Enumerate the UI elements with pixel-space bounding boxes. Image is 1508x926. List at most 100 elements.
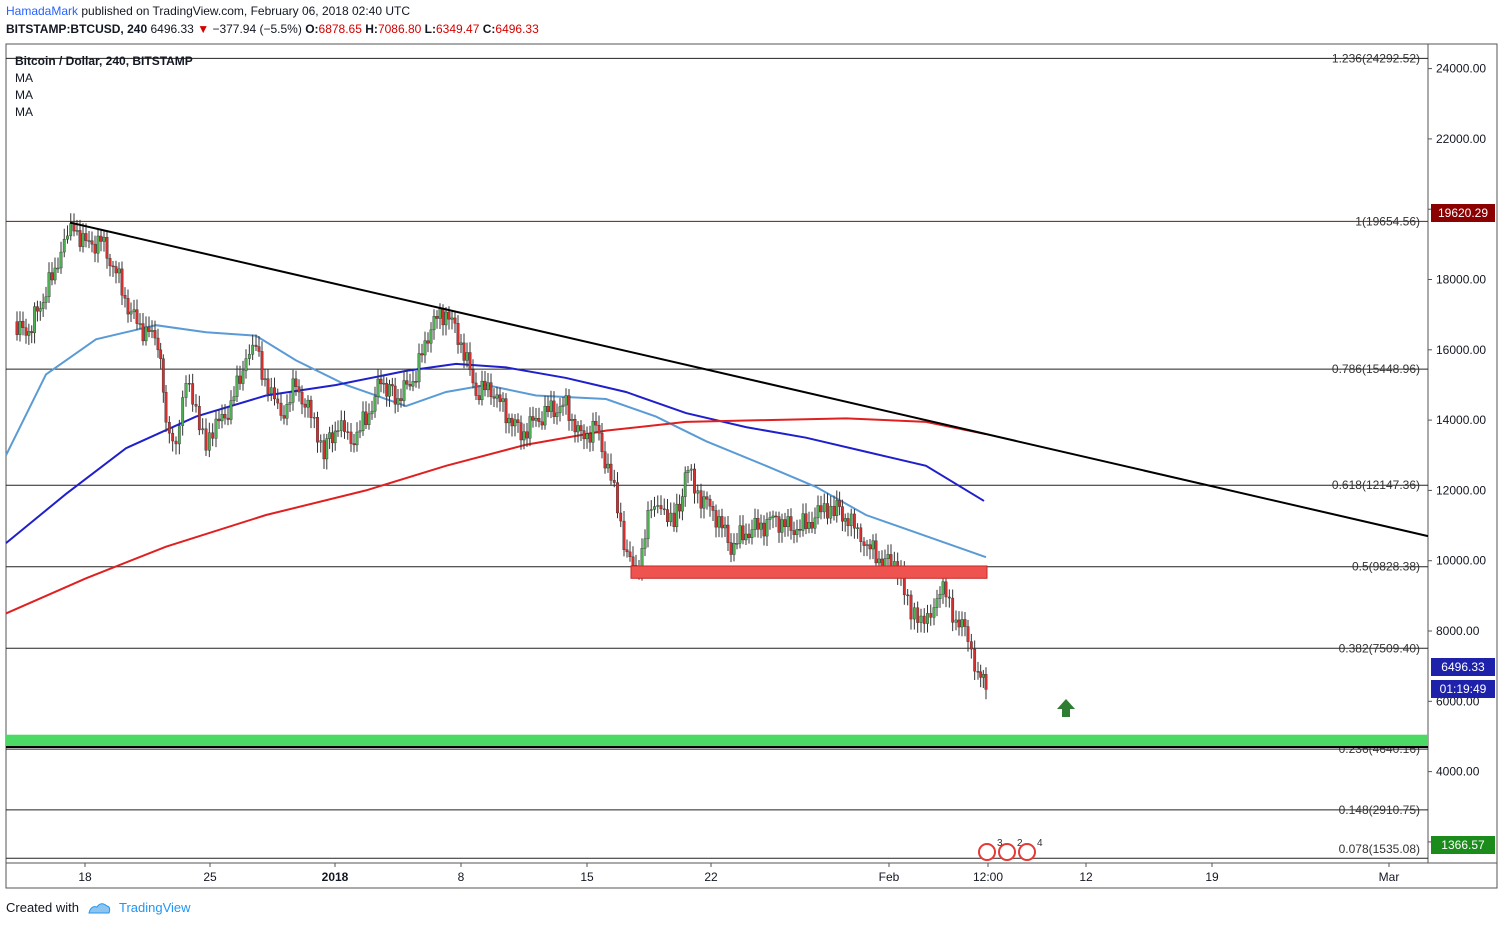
candle-body (750, 529, 754, 538)
candle-body (38, 308, 42, 312)
candle-body (768, 517, 772, 520)
candle-body (93, 243, 97, 254)
legend-ma-3[interactable]: MA (15, 105, 33, 119)
candle-body (156, 337, 160, 351)
candle-body (453, 317, 457, 324)
candle-body (922, 615, 926, 624)
candle-body (792, 530, 796, 535)
candle-body (829, 505, 833, 519)
candle-body (576, 425, 580, 433)
y-tick-label: 10000.00 (1436, 554, 1486, 568)
x-tick-label: 18 (78, 870, 92, 884)
candle-body (462, 342, 466, 361)
x-tick-label: 12 (1079, 870, 1093, 884)
candle-body (522, 431, 526, 441)
candle-body (540, 421, 544, 426)
candle-body (510, 417, 514, 427)
candle-body (220, 414, 224, 422)
candle-body (370, 410, 374, 415)
candle-body (429, 329, 433, 344)
candle-body (343, 420, 346, 432)
candle-body (932, 607, 936, 618)
legend-ma-2[interactable]: MA (15, 88, 33, 102)
candle-body (59, 251, 63, 269)
tradingview-link[interactable]: TradingView (118, 900, 191, 915)
candle-body (21, 320, 25, 328)
candle-body (336, 430, 340, 432)
target-zone[interactable] (6, 734, 1428, 748)
candle-body (543, 406, 547, 426)
candle-body (238, 375, 242, 384)
candle-body (159, 349, 163, 359)
high-value: 7086.80 (377, 22, 422, 36)
candle-body (816, 505, 820, 519)
candle-body (798, 528, 802, 531)
moving-average-line-1[interactable] (5, 324, 987, 559)
candle-body (762, 522, 766, 537)
candle-body (720, 516, 724, 529)
high-label: H: (365, 22, 378, 36)
candle-body (364, 411, 368, 425)
candle-body (865, 544, 869, 546)
candle-body (552, 400, 556, 417)
candle-body (786, 516, 790, 528)
candle-body (954, 619, 958, 623)
candle-body (388, 384, 391, 397)
moving-average-line-3[interactable] (5, 417, 987, 615)
candle-body (653, 506, 656, 510)
candle-body (111, 265, 115, 268)
candle-body (871, 540, 875, 550)
candle-body (456, 323, 460, 345)
candle-body (373, 396, 377, 412)
candle-body (726, 524, 730, 543)
candle-body (300, 391, 304, 405)
fib-level-label: 0.148(2910.75) (1339, 803, 1420, 817)
candle-body (507, 417, 511, 424)
y-tick-label: 24000.00 (1436, 62, 1486, 76)
legend-ma-1[interactable]: MA (15, 71, 33, 85)
descending-trendline[interactable] (69, 221, 1429, 538)
candle-body (138, 323, 142, 325)
candle-body (957, 619, 961, 628)
author-link[interactable]: HamadaMark (6, 4, 79, 18)
candle-body (525, 431, 529, 439)
support-zone[interactable] (630, 565, 988, 579)
candle-body (714, 510, 718, 528)
candle-body (513, 419, 517, 427)
event-flag-icon[interactable] (998, 843, 1016, 861)
y-tick-label: 14000.00 (1436, 413, 1486, 427)
fib-level-label: 0.5(9828.38) (1352, 560, 1420, 574)
y-tick-label: 12000.00 (1436, 483, 1486, 497)
price-badge-label: 6496.33 (1441, 660, 1485, 674)
candle-body (328, 432, 331, 439)
candle-body (309, 399, 313, 418)
open-value: 6878.65 (318, 22, 362, 36)
candle-body (251, 344, 255, 355)
event-flag-icon[interactable] (1018, 843, 1036, 861)
candle-body (826, 503, 829, 519)
candle-body (197, 406, 201, 431)
event-flag-icon[interactable] (978, 843, 996, 861)
fib-level-label: 1.236(24292.52) (1332, 51, 1420, 65)
candle-body (753, 518, 757, 530)
fib-level-label: 1(19654.56) (1355, 214, 1420, 228)
candle-body (859, 527, 863, 542)
candle-body (573, 419, 577, 433)
candle-body (717, 516, 721, 528)
candle-body (75, 230, 79, 232)
candle-body (963, 619, 967, 627)
x-tick-label: 19 (1205, 870, 1219, 884)
candle-body (744, 533, 748, 541)
candle-body (501, 398, 505, 402)
x-tick-label: Mar (1379, 870, 1400, 884)
candle-body (570, 419, 574, 421)
candle-body (316, 417, 319, 443)
candle-body (531, 416, 535, 421)
moving-average-line-2[interactable] (5, 362, 985, 544)
candle-body (352, 443, 356, 446)
up-arrow-icon[interactable] (1057, 699, 1075, 717)
candle-body (795, 528, 799, 535)
candle-body (465, 352, 469, 361)
candle-body (331, 432, 334, 444)
